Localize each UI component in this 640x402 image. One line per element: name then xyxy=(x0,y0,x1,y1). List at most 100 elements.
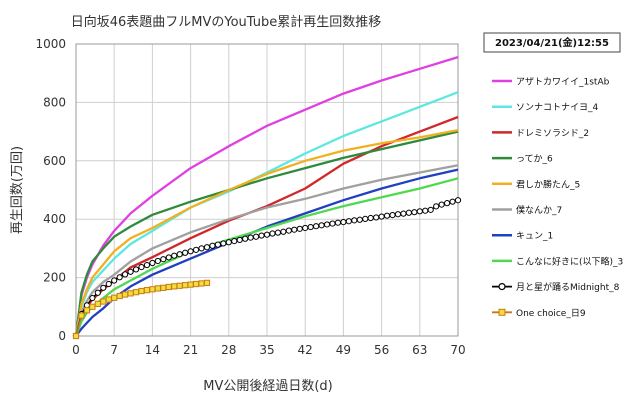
series-point-8-69 xyxy=(449,198,456,205)
series-point-9-7 xyxy=(111,294,118,301)
x-tick-label-10: 70 xyxy=(450,343,465,357)
x-tick-label-1: 7 xyxy=(110,343,118,357)
legend-label-7: こんなに好きに(以下略)_3 xyxy=(516,255,623,267)
x-tick-label-4: 28 xyxy=(221,343,236,357)
series-point-8-46 xyxy=(323,221,331,228)
legend: アザトカワイイ_1stAb ソンナコトナイヨ_4 ドレミソラシド_2 ってか_6 君しか… xyxy=(492,77,623,319)
series-point-9-6 xyxy=(105,296,112,303)
x-tick-label-3: 21 xyxy=(183,343,198,357)
series-point-9-23 xyxy=(198,280,205,287)
plot-border xyxy=(75,43,459,337)
legend-label-4: 君しか勝たん_5 xyxy=(516,178,580,190)
series-point-8-2 xyxy=(83,302,91,309)
series-point-8-23 xyxy=(198,245,205,252)
series-point-8-35 xyxy=(263,231,271,238)
x-tick-label-0: 0 xyxy=(72,343,80,357)
series-point-8-41 xyxy=(296,225,303,232)
y-tick-label-1: 200 xyxy=(43,271,66,285)
series-point-8-10 xyxy=(127,268,134,275)
series-point-8-25 xyxy=(209,242,216,249)
series-point-8-64 xyxy=(422,207,429,214)
x-tick-label-8: 56 xyxy=(374,343,389,357)
series-point-8-65 xyxy=(427,206,434,213)
series-point-8-20 xyxy=(182,249,189,256)
series-point-8-61 xyxy=(405,209,412,216)
series-point-8-12 xyxy=(138,263,145,271)
series-point-8-30 xyxy=(236,236,243,244)
series-point-8-37 xyxy=(274,229,282,236)
series-point-8-9 xyxy=(122,271,129,278)
legend-label-2: ドレミソラシド_2 xyxy=(516,128,589,139)
series-point-9-18 xyxy=(171,283,178,290)
series-point-9-12 xyxy=(138,287,145,295)
series-point-9-9 xyxy=(122,291,129,298)
chart-title: 日向坂46表題曲フルMVのYouTube累計再生回数推移 xyxy=(71,14,382,30)
series-point-8-22 xyxy=(192,246,200,253)
date-label: 2023/04/21(金)12:55 xyxy=(495,36,609,49)
series-point-8-4 xyxy=(94,289,101,296)
series-point-8-68 xyxy=(443,200,451,207)
series-point-8-63 xyxy=(416,208,423,215)
series-point-8-29 xyxy=(231,238,238,245)
series-point-8-11 xyxy=(132,266,140,273)
y-tick-label-5: 1000 xyxy=(35,37,66,51)
series-line-2 xyxy=(74,115,459,337)
series-point-8-70 xyxy=(454,197,462,204)
legend-label-5: 僕なんか_7 xyxy=(516,204,562,216)
series-line-4 xyxy=(74,128,459,337)
series-point-8-31 xyxy=(242,235,249,242)
legend-label-1: ソンナコトナイヨ_4 xyxy=(516,102,599,113)
series-point-9-3 xyxy=(89,303,96,310)
legend-label-0: アザトカワイイ_1stAb xyxy=(516,77,610,88)
x-tick-label-9: 63 xyxy=(412,343,427,357)
series-point-8-18 xyxy=(171,252,178,259)
y-axis-title: 再生回数(万回) xyxy=(10,146,25,234)
series-point-8-49 xyxy=(340,219,347,226)
series-point-8-19 xyxy=(176,251,183,258)
series-point-8-28 xyxy=(225,239,232,246)
series-point-9-8 xyxy=(116,292,123,300)
series-point-8-7 xyxy=(111,277,118,284)
series-point-8-66 xyxy=(433,203,440,210)
series-point-9-24 xyxy=(203,279,211,286)
series-point-8-50 xyxy=(345,218,352,225)
series-point-8-33 xyxy=(252,233,260,240)
series-point-8-52 xyxy=(356,216,363,223)
series-point-9-4 xyxy=(94,300,101,307)
series-point-8-57 xyxy=(383,212,391,219)
x-tick-label-6: 42 xyxy=(298,343,313,357)
series-point-8-51 xyxy=(351,217,358,224)
series-line-6 xyxy=(75,168,459,337)
series-point-9-0 xyxy=(72,332,80,340)
y-tick-label-3: 600 xyxy=(43,154,66,168)
series-point-8-40 xyxy=(291,226,298,233)
series-point-9-16 xyxy=(160,284,167,291)
series-point-8-26 xyxy=(214,241,221,248)
series-point-9-19 xyxy=(176,282,183,289)
series-point-8-8 xyxy=(116,274,123,281)
series-point-8-17 xyxy=(165,254,172,261)
series-point-9-1 xyxy=(78,312,85,319)
series-point-8-62 xyxy=(411,209,418,216)
series-point-8-38 xyxy=(280,228,287,235)
series-point-8-24 xyxy=(203,244,211,251)
series-point-8-34 xyxy=(258,232,265,239)
series-point-8-15 xyxy=(154,257,161,265)
x-axis-title: MV公開後経過日数(d) xyxy=(203,379,333,394)
series-point-8-21 xyxy=(187,248,194,255)
series-point-9-17 xyxy=(165,283,172,291)
legend-label-3: ってか_6 xyxy=(516,154,553,165)
series-point-8-32 xyxy=(247,234,254,241)
series-point-8-48 xyxy=(334,219,342,226)
series-point-8-3 xyxy=(89,294,96,302)
series-point-9-5 xyxy=(100,298,107,305)
series-point-9-14 xyxy=(149,286,156,293)
series-point-9-22 xyxy=(192,280,200,288)
series-point-8-47 xyxy=(329,220,336,227)
x-tick-label-5: 35 xyxy=(259,343,274,357)
legend-label-8: 月と星が踊るMidnight_8 xyxy=(516,281,620,293)
y-tick-label-2: 400 xyxy=(43,212,66,226)
series-point-8-67 xyxy=(438,201,445,208)
series-point-8-44 xyxy=(313,223,320,230)
